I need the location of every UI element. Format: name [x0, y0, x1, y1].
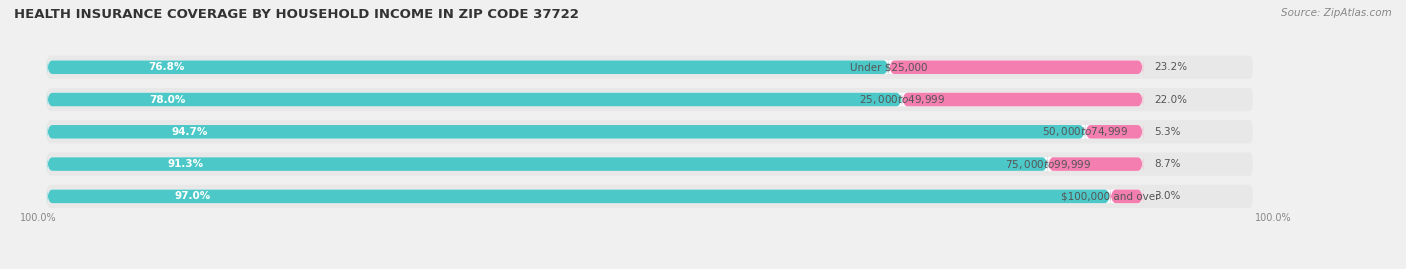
- FancyBboxPatch shape: [46, 187, 1143, 206]
- FancyBboxPatch shape: [46, 120, 1253, 143]
- Text: 22.0%: 22.0%: [1154, 94, 1187, 105]
- FancyBboxPatch shape: [46, 153, 1253, 176]
- Text: Under $25,000: Under $25,000: [851, 62, 928, 72]
- Text: 23.2%: 23.2%: [1154, 62, 1187, 72]
- FancyBboxPatch shape: [46, 88, 1253, 111]
- FancyBboxPatch shape: [46, 187, 1111, 206]
- Text: $100,000 and over: $100,000 and over: [1062, 191, 1160, 201]
- Text: HEALTH INSURANCE COVERAGE BY HOUSEHOLD INCOME IN ZIP CODE 37722: HEALTH INSURANCE COVERAGE BY HOUSEHOLD I…: [14, 8, 579, 21]
- FancyBboxPatch shape: [46, 58, 1143, 77]
- FancyBboxPatch shape: [46, 90, 903, 109]
- FancyBboxPatch shape: [889, 58, 1143, 77]
- Text: Source: ZipAtlas.com: Source: ZipAtlas.com: [1281, 8, 1392, 18]
- FancyBboxPatch shape: [46, 122, 1143, 141]
- FancyBboxPatch shape: [1047, 155, 1143, 174]
- FancyBboxPatch shape: [46, 155, 1047, 174]
- FancyBboxPatch shape: [46, 122, 1085, 141]
- Text: $25,000 to $49,999: $25,000 to $49,999: [859, 93, 945, 106]
- Text: 5.3%: 5.3%: [1154, 127, 1181, 137]
- Text: 3.0%: 3.0%: [1154, 191, 1181, 201]
- FancyBboxPatch shape: [1111, 187, 1143, 206]
- FancyBboxPatch shape: [46, 185, 1253, 208]
- Text: $50,000 to $74,999: $50,000 to $74,999: [1042, 125, 1128, 138]
- Text: 94.7%: 94.7%: [172, 127, 208, 137]
- FancyBboxPatch shape: [46, 155, 1143, 174]
- Text: 76.8%: 76.8%: [148, 62, 184, 72]
- Text: 97.0%: 97.0%: [174, 191, 211, 201]
- FancyBboxPatch shape: [46, 56, 1253, 79]
- FancyBboxPatch shape: [46, 58, 889, 77]
- FancyBboxPatch shape: [903, 90, 1143, 109]
- Text: 100.0%: 100.0%: [1254, 213, 1291, 223]
- Text: 8.7%: 8.7%: [1154, 159, 1181, 169]
- FancyBboxPatch shape: [46, 90, 1143, 109]
- Text: 91.3%: 91.3%: [167, 159, 204, 169]
- Text: $75,000 to $99,999: $75,000 to $99,999: [1005, 158, 1091, 171]
- Text: 100.0%: 100.0%: [20, 213, 56, 223]
- Text: 78.0%: 78.0%: [149, 94, 186, 105]
- FancyBboxPatch shape: [1085, 122, 1143, 141]
